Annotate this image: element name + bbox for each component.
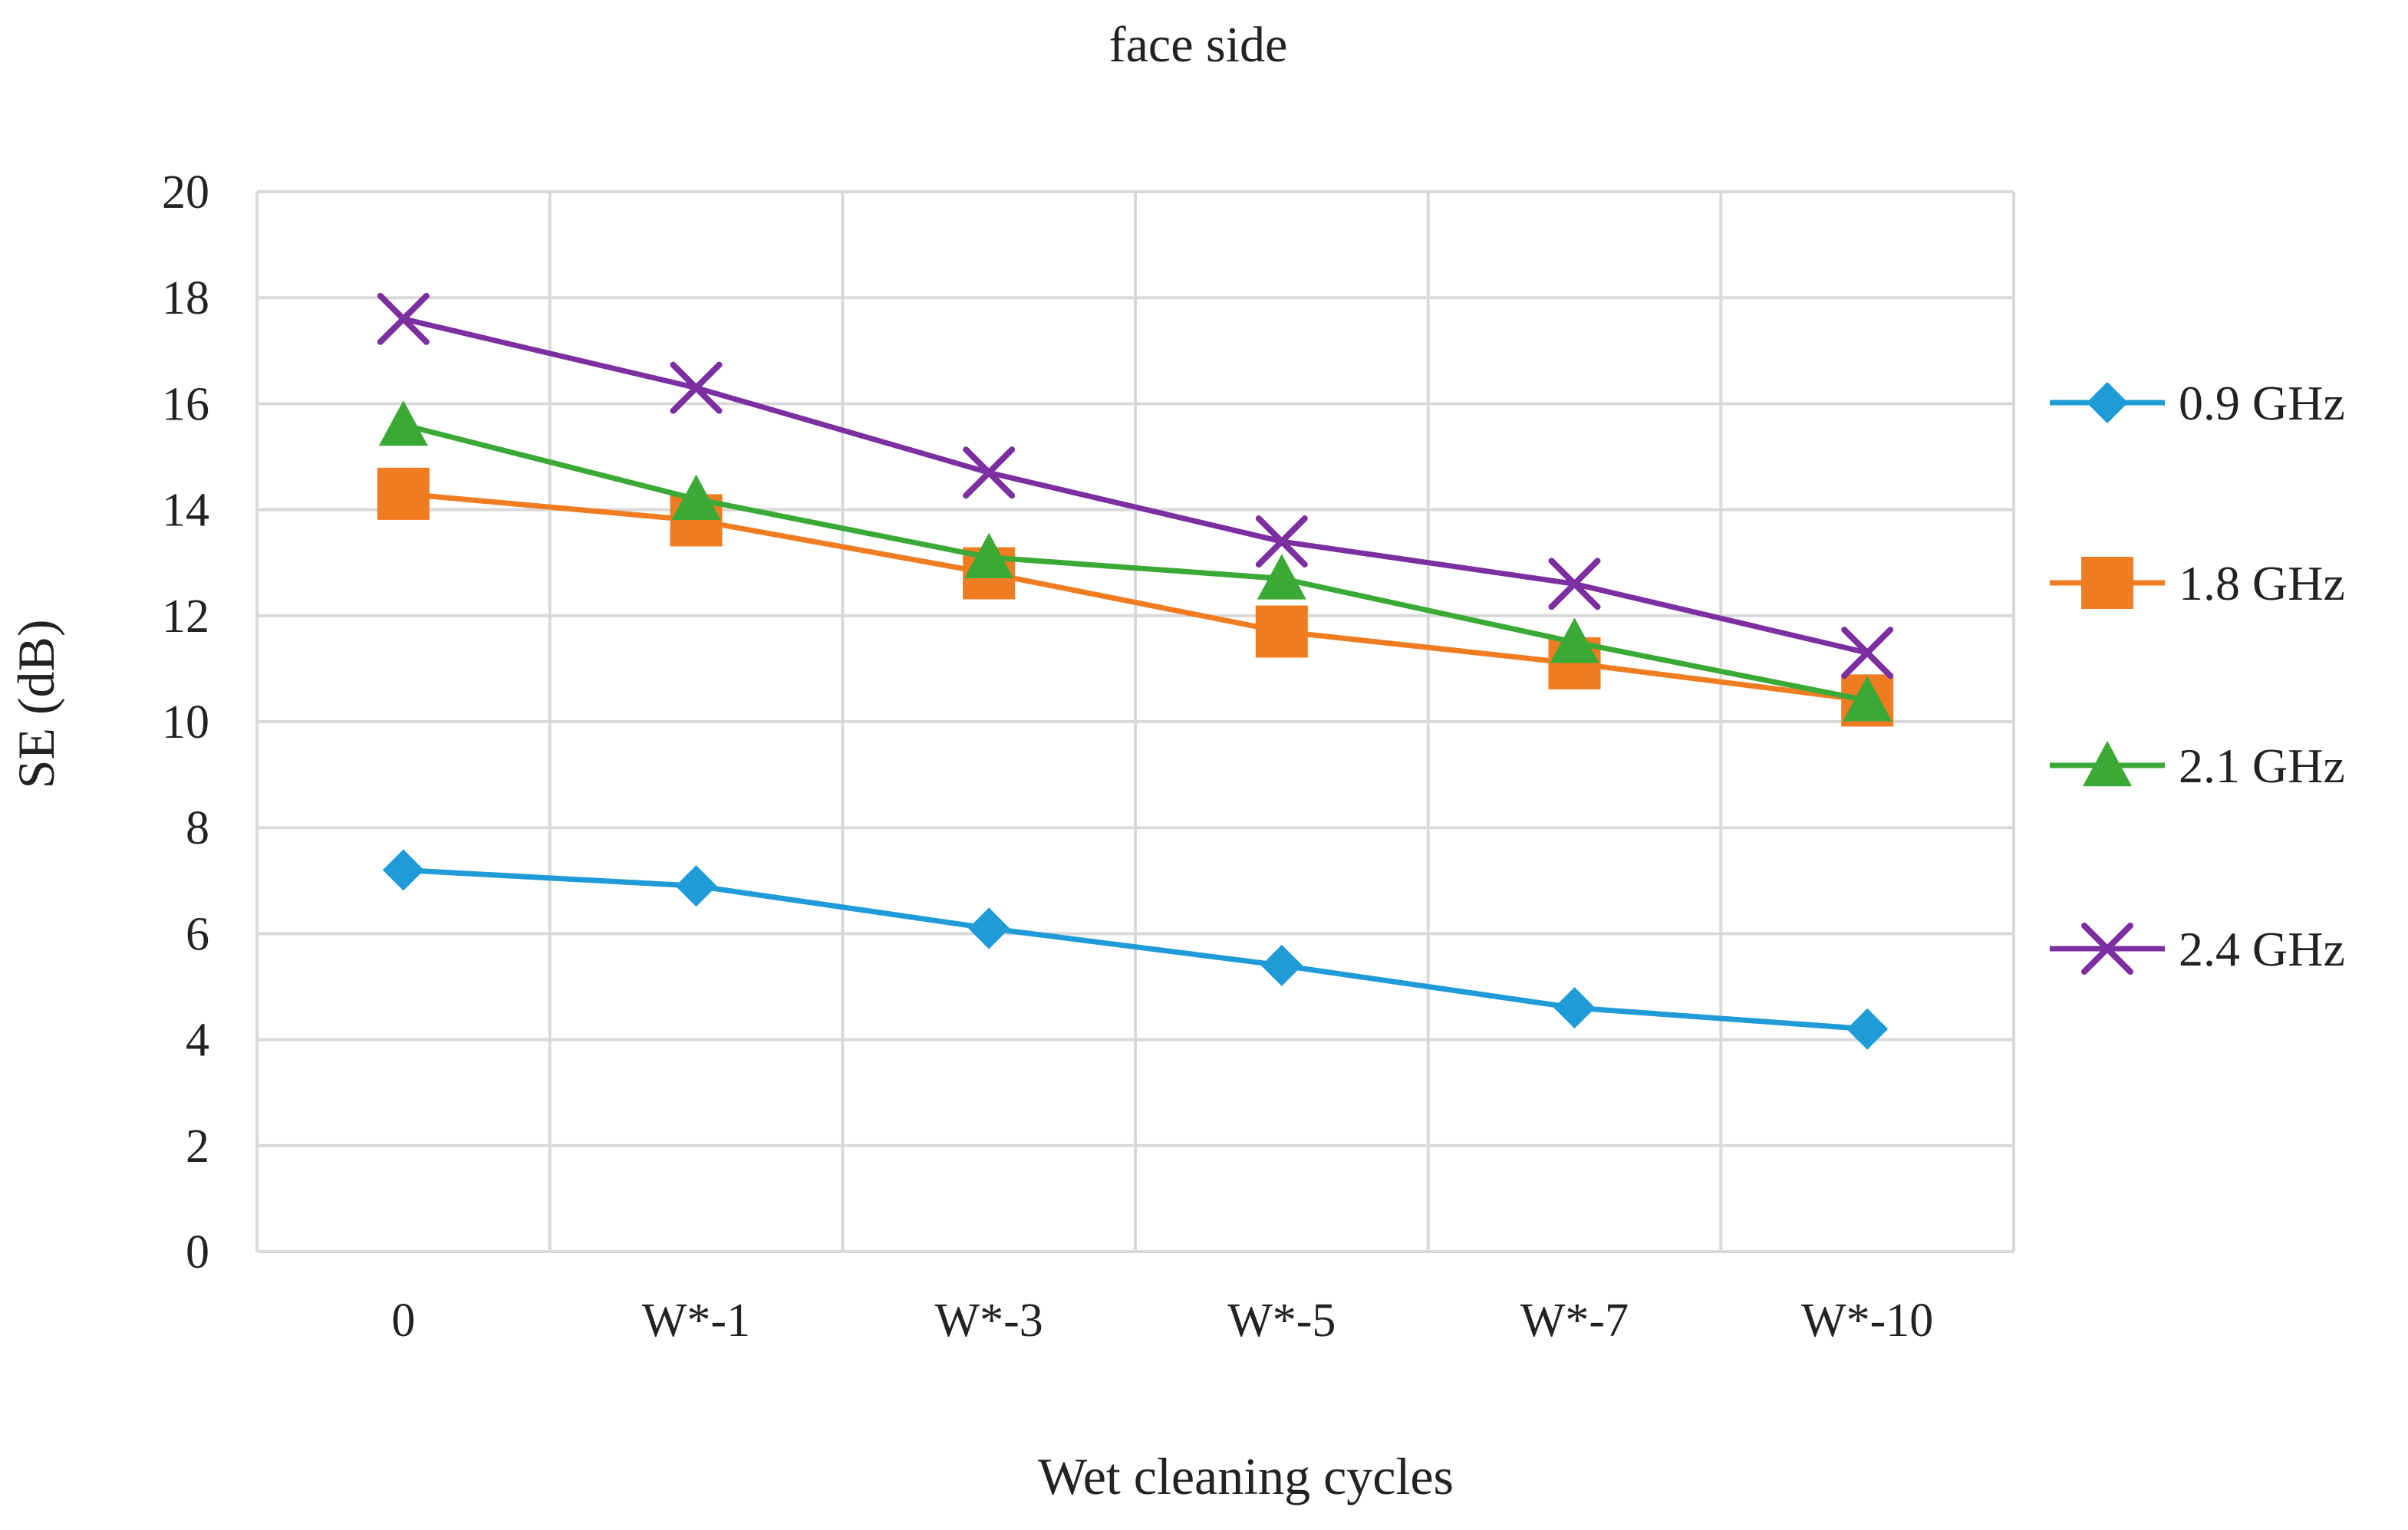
legend-label: 0.9 GHz xyxy=(2179,376,2345,430)
data-point-2-4-ghz xyxy=(1255,515,1308,568)
legend-marker-0-9-ghz xyxy=(2087,382,2128,423)
legend-item-2-4-ghz: 2.4 GHz xyxy=(2050,922,2345,976)
series-2-4-ghz xyxy=(377,292,1894,679)
y-tick-label: 18 xyxy=(162,272,209,324)
data-point-0-9-ghz xyxy=(1846,1008,1889,1050)
y-tick-label: 0 xyxy=(186,1226,209,1278)
data-point-2-4-ghz xyxy=(670,361,723,414)
y-tick-label: 2 xyxy=(186,1120,209,1173)
series-line-1-8-ghz xyxy=(403,491,1868,703)
data-point-2-4-ghz xyxy=(963,446,1016,499)
data-point-2-1-ghz xyxy=(1550,617,1599,663)
legend-item-1-8-ghz: 1.8 GHz xyxy=(2050,556,2345,610)
legend-marker-1-8-ghz xyxy=(2081,557,2133,609)
plot-area: 0 2 4 6 8 10 12 14 16 18 20 0 W*-1 W*-3 W*-5 W*-7 W*-10 xyxy=(162,166,2015,1347)
x-tick-label: W*-7 xyxy=(1520,1295,1629,1347)
legend-marker-2-4-ghz xyxy=(2081,923,2133,975)
legend-item-0-9-ghz: 0.9 GHz xyxy=(2050,376,2345,430)
data-point-0-9-ghz xyxy=(382,849,424,891)
x-tick-label: 0 xyxy=(391,1295,415,1347)
legend: 0.9 GHz 1.8 GHz 2.1 GHz 2.4 GHz xyxy=(2050,376,2345,976)
x-axis-ticks: 0 W*-1 W*-3 W*-5 W*-7 W*-10 xyxy=(391,1295,1933,1347)
legend-label: 2.1 GHz xyxy=(2179,739,2345,793)
data-point-2-1-ghz xyxy=(964,532,1014,578)
data-point-2-1-ghz xyxy=(1257,554,1306,600)
y-tick-label: 8 xyxy=(186,802,209,854)
series-2-1-ghz xyxy=(378,400,1892,722)
data-point-0-9-ghz xyxy=(1260,944,1303,986)
data-point-0-9-ghz xyxy=(1553,987,1596,1029)
y-axis-title: SE (dB) xyxy=(7,620,65,789)
y-tick-label: 20 xyxy=(162,166,209,219)
data-point-2-4-ghz xyxy=(377,292,430,345)
x-tick-label: W*-1 xyxy=(642,1295,750,1347)
x-tick-label: W*-10 xyxy=(1801,1295,1933,1347)
legend-marker-2-1-ghz xyxy=(2083,741,2132,787)
x-axis-title: Wet cleaning cycles xyxy=(1038,1447,1454,1505)
y-tick-label: 14 xyxy=(162,485,209,537)
data-point-2-1-ghz xyxy=(1843,676,1892,722)
x-tick-label: W*-5 xyxy=(1227,1295,1336,1347)
series-line-2-1-ghz xyxy=(402,422,1868,703)
y-tick-label: 6 xyxy=(186,908,209,960)
x-tick-label: W*-3 xyxy=(935,1295,1043,1347)
data-point-2-1-ghz xyxy=(378,400,428,446)
data-point-2-4-ghz xyxy=(1548,558,1601,610)
y-tick-label: 12 xyxy=(162,591,209,643)
y-tick-label: 10 xyxy=(162,696,209,749)
legend-label: 1.8 GHz xyxy=(2179,556,2345,610)
series-layer xyxy=(377,292,1894,1050)
series-line-0-9-ghz xyxy=(403,867,1868,1032)
chart-title: face side xyxy=(1109,17,1288,73)
gridlines xyxy=(255,190,2015,1253)
y-tick-label: 4 xyxy=(186,1015,209,1067)
y-tick-label: 16 xyxy=(162,378,209,430)
series-0-9-ghz xyxy=(382,849,1889,1050)
data-point-2-1-ghz xyxy=(671,474,721,520)
y-axis-ticks: 0 2 4 6 8 10 12 14 16 18 20 xyxy=(162,166,209,1278)
data-point-0-9-ghz xyxy=(968,907,1010,949)
legend-label: 2.4 GHz xyxy=(2179,922,2345,976)
legend-item-2-1-ghz: 2.1 GHz xyxy=(2050,739,2345,793)
data-point-2-4-ghz xyxy=(1841,627,1894,679)
series-line-2-4-ghz xyxy=(403,316,1868,656)
data-point-1-8-ghz xyxy=(377,467,430,520)
data-point-0-9-ghz xyxy=(675,865,717,907)
data-point-1-8-ghz xyxy=(1255,605,1308,658)
